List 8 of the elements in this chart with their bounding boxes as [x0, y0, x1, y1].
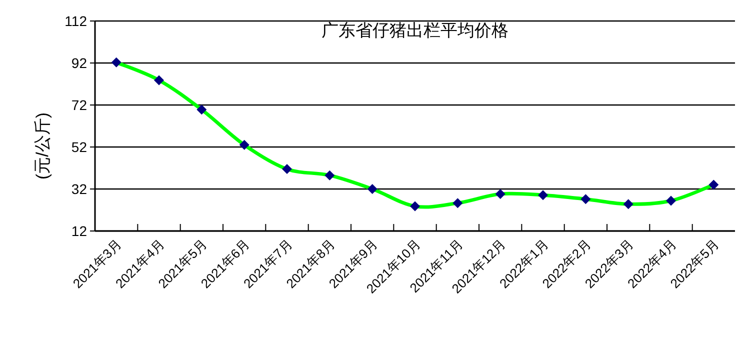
y-axis-title: (元/公斤) [33, 112, 52, 180]
y-tick-label: 72 [71, 97, 88, 113]
y-tick-label: 112 [64, 13, 88, 29]
y-tick-label: 32 [71, 181, 88, 197]
y-tick-label: 92 [71, 55, 88, 71]
chart-title: 广东省仔猪出栏平均价格 [322, 21, 508, 40]
y-tick-label: 52 [71, 139, 88, 155]
y-tick-label: 12 [71, 223, 88, 239]
